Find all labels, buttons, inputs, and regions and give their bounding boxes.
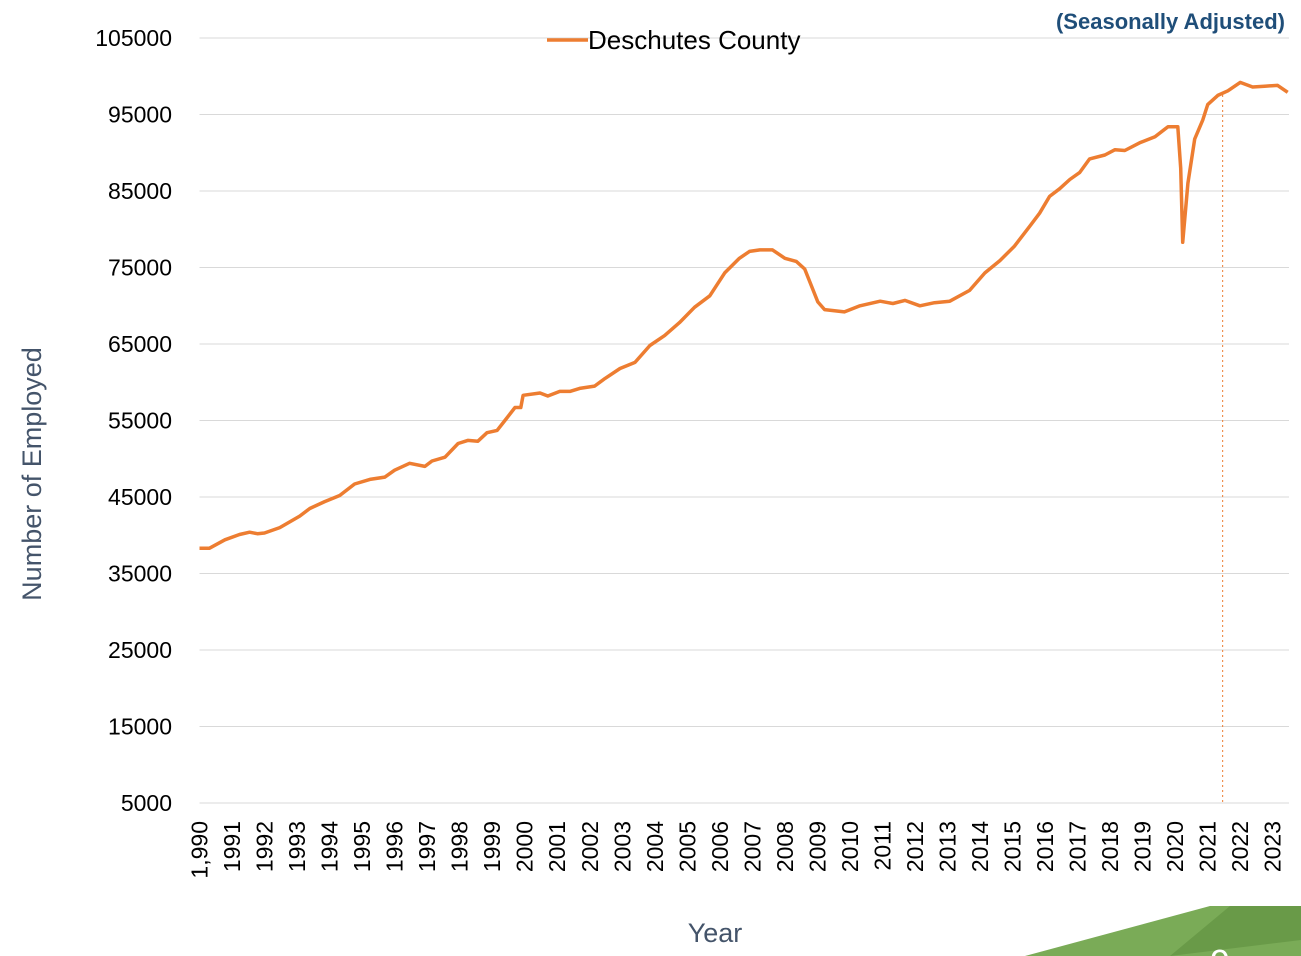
x-tick-label: 1997 — [414, 821, 440, 872]
x-tick-label: 2016 — [1032, 821, 1058, 872]
y-tick-label: 75000 — [108, 255, 172, 281]
x-tick-label: 2017 — [1065, 821, 1091, 872]
x-tick-label: 2015 — [1000, 821, 1026, 872]
y-tick-label: 95000 — [108, 102, 172, 128]
y-tick-label: 85000 — [108, 178, 172, 204]
y-tick-label: 105000 — [95, 25, 172, 51]
y-axis-label: Number of Employed — [17, 347, 47, 601]
x-tick-label: 2004 — [642, 821, 668, 872]
x-tick-label: 1998 — [447, 821, 473, 872]
x-tick-label: 2006 — [707, 821, 733, 872]
x-tick-label: 2021 — [1195, 821, 1221, 872]
x-tick-label: 2008 — [772, 821, 798, 872]
x-tick-label: 1999 — [479, 821, 505, 872]
x-tick-label: 1991 — [219, 821, 245, 872]
x-tick-label: 1996 — [382, 821, 408, 872]
x-tick-label: 2013 — [935, 821, 961, 872]
x-tick-label: 2018 — [1097, 821, 1123, 872]
x-tick-label: 2002 — [577, 821, 603, 872]
x-tick-label: 2014 — [967, 821, 993, 872]
subtitle: (Seasonally Adjusted) — [1056, 9, 1285, 34]
y-tick-label: 55000 — [108, 408, 172, 434]
x-tick-label: 1,990 — [187, 821, 213, 879]
x-tick-label: 2019 — [1130, 821, 1156, 872]
y-tick-label: 5000 — [121, 790, 172, 816]
y-tick-label: 45000 — [108, 484, 172, 510]
x-tick-label: 2022 — [1227, 821, 1253, 872]
y-tick-label: 15000 — [108, 714, 172, 740]
corner-decoration — [1170, 906, 1301, 956]
data-line — [199, 80, 1289, 551]
x-tick-label: 2023 — [1260, 821, 1286, 872]
x-tick-label: 2005 — [674, 821, 700, 872]
x-tick-label: 2012 — [902, 821, 928, 872]
slide-number: 9 — [1210, 942, 1230, 956]
x-tick-label: 1993 — [284, 821, 310, 872]
y-tick-label: 65000 — [108, 331, 172, 357]
x-tick-label: 1994 — [317, 821, 343, 872]
x-tick-label: 2000 — [512, 821, 538, 872]
y-tick-label: 25000 — [108, 637, 172, 663]
x-tick-label: 2011 — [869, 821, 895, 870]
x-tick-label: 2020 — [1162, 821, 1188, 872]
x-tick-label: 1992 — [252, 821, 278, 872]
x-tick-label: 2003 — [609, 821, 635, 872]
x-tick-label: 2001 — [544, 821, 570, 872]
y-tick-label: 35000 — [108, 561, 172, 587]
x-tick-label: 2007 — [739, 821, 765, 872]
x-tick-label: 2009 — [804, 821, 830, 872]
x-tick-label: 2010 — [837, 821, 863, 872]
x-tick-label: 1995 — [349, 821, 375, 872]
x-axis-label: Year — [688, 918, 743, 948]
legend-label: Deschutes County — [588, 25, 800, 55]
